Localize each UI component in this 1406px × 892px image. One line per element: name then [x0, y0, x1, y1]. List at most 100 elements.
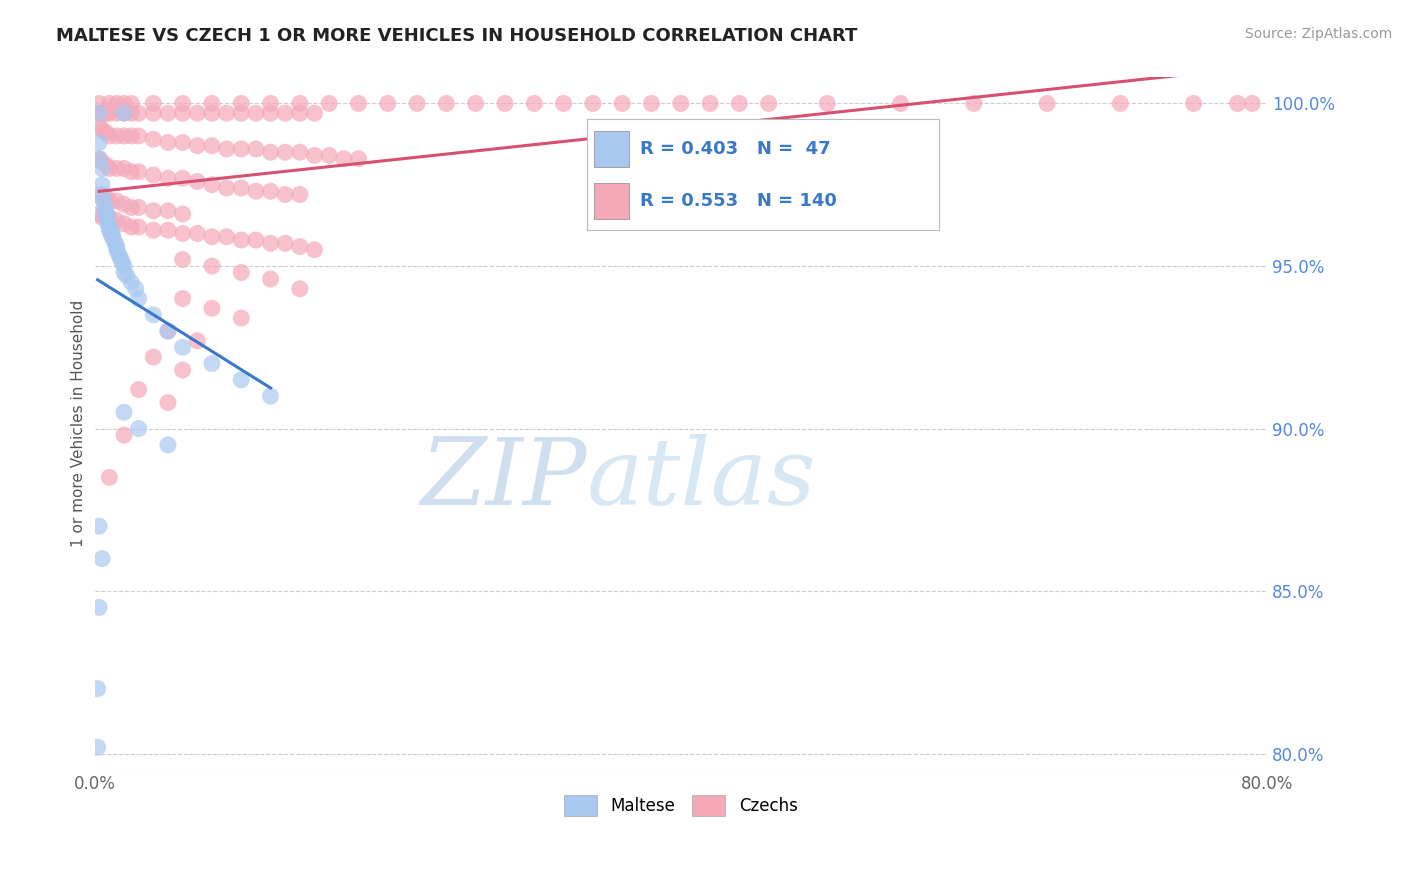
Point [120, 128, 142, 143]
Point [93, 194, 115, 208]
Point [105, 128, 128, 143]
Y-axis label: 1 or more Vehicles in Household: 1 or more Vehicles in Household [72, 300, 86, 548]
Point [112, 197, 135, 211]
Point [87, 119, 110, 133]
Point [128, 128, 150, 143]
Point [172, 340, 194, 354]
Point [172, 96, 194, 111]
Point [728, 96, 751, 111]
Point [87, 96, 110, 111]
Point [215, 181, 238, 195]
Point [231, 96, 253, 111]
Point [91, 122, 114, 136]
Point [156, 171, 179, 186]
Text: Source: ZipAtlas.com: Source: ZipAtlas.com [1244, 27, 1392, 41]
Point [91, 178, 114, 192]
Point [128, 292, 150, 306]
Point [231, 142, 253, 156]
Point [963, 96, 986, 111]
Point [172, 252, 194, 267]
Point [87, 207, 110, 221]
Point [98, 161, 121, 176]
Point [1182, 96, 1205, 111]
Point [112, 128, 135, 143]
Point [333, 152, 356, 166]
Point [347, 152, 370, 166]
Point [231, 373, 253, 387]
Point [96, 207, 118, 221]
Point [231, 311, 253, 326]
Point [318, 96, 340, 111]
Point [156, 324, 179, 338]
Point [172, 136, 194, 150]
Point [105, 213, 128, 227]
Point [274, 236, 297, 251]
Point [96, 191, 118, 205]
Point [91, 161, 114, 176]
Point [1036, 96, 1059, 111]
Point [128, 383, 150, 397]
Point [98, 106, 121, 120]
Point [112, 217, 135, 231]
Point [94, 201, 117, 215]
Point [274, 106, 297, 120]
Point [120, 219, 142, 234]
Point [406, 96, 429, 111]
Point [156, 438, 179, 452]
Point [87, 600, 110, 615]
Point [172, 292, 194, 306]
Point [231, 233, 253, 247]
Point [186, 106, 208, 120]
Point [112, 106, 135, 120]
Point [128, 106, 150, 120]
Point [101, 229, 124, 244]
Point [201, 229, 224, 244]
Point [245, 106, 267, 120]
Point [347, 96, 370, 111]
Point [128, 201, 150, 215]
Point [91, 551, 114, 566]
Point [201, 259, 224, 273]
Point [120, 275, 142, 289]
Point [274, 145, 297, 160]
Point [758, 96, 780, 111]
Point [201, 301, 224, 316]
Point [274, 187, 297, 202]
Point [101, 227, 124, 241]
Point [87, 136, 110, 150]
Point [815, 96, 838, 111]
Point [98, 194, 121, 208]
Point [553, 96, 575, 111]
Point [890, 96, 912, 111]
Point [112, 161, 135, 176]
Point [105, 106, 128, 120]
Point [142, 350, 165, 364]
Point [98, 128, 121, 143]
Point [120, 106, 142, 120]
Point [259, 96, 281, 111]
Point [523, 96, 546, 111]
Point [97, 217, 120, 231]
Point [288, 187, 311, 202]
Point [87, 106, 110, 120]
Point [91, 211, 114, 225]
Point [115, 268, 138, 283]
Point [142, 223, 165, 237]
Point [110, 252, 132, 267]
Point [142, 132, 165, 146]
Point [259, 145, 281, 160]
Point [612, 96, 634, 111]
Point [91, 191, 114, 205]
Point [245, 184, 267, 198]
Point [96, 158, 118, 172]
Point [125, 282, 148, 296]
Point [104, 236, 127, 251]
Point [128, 165, 150, 179]
Point [699, 96, 721, 111]
Point [231, 181, 253, 195]
Point [434, 96, 457, 111]
Point [87, 152, 110, 166]
Point [112, 259, 135, 273]
Point [142, 106, 165, 120]
Point [304, 243, 326, 257]
